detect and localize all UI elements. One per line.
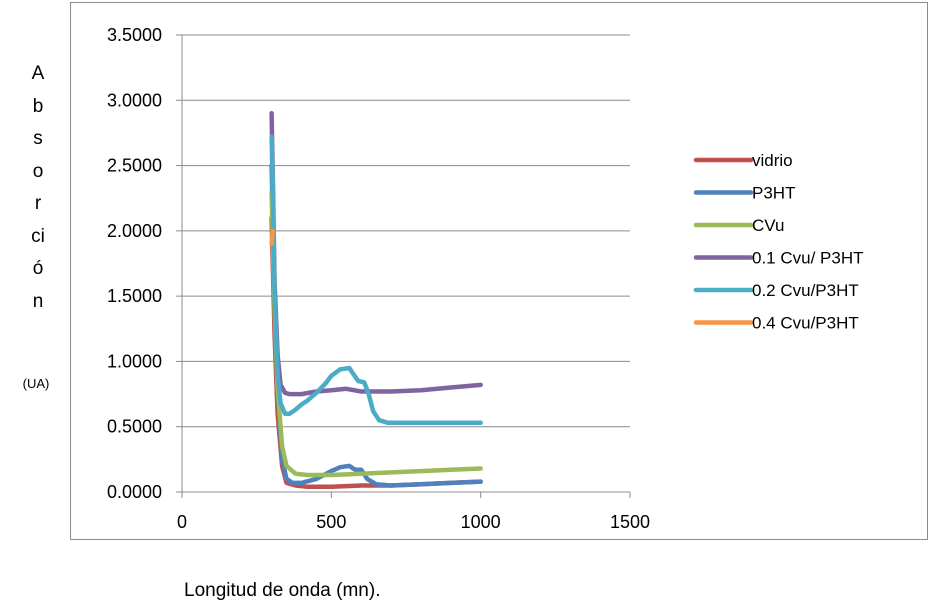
y-axis-label-part: s — [33, 128, 43, 149]
y-tick-labels: 0.0000 0.5000 1.0000 1.5000 2.0000 2.5000 3.00… — [107, 25, 162, 502]
legend-label-5: 0.4 Cvu/P3HT — [752, 314, 859, 333]
legend-label-4: 0.2 Cvu/P3HT — [752, 281, 859, 300]
y-tick-label: 2.5000 — [107, 156, 162, 176]
series-lines — [269, 111, 483, 490]
x-tick-label: 0 — [177, 512, 187, 532]
x-axis-label: Longitud de onda (mn). — [184, 580, 381, 601]
y-axis-label-part: n — [32, 290, 44, 312]
y-axis-label-part: A — [31, 63, 45, 84]
series-line-1 — [269, 163, 483, 488]
x-tick-labels: 0 500 1000 1500 — [177, 512, 650, 532]
series-line-3 — [269, 111, 483, 397]
y-axis-unit: (UA) — [22, 376, 50, 391]
series-line-5 — [269, 228, 276, 247]
y-tick-label: 1.5000 — [107, 286, 162, 306]
legend-label-1: P3HT — [752, 184, 795, 203]
axes — [176, 34, 631, 498]
y-tick-label: 3.0000 — [107, 90, 162, 110]
y-tick-label: 3.5000 — [107, 25, 162, 45]
x-tick-label: 1000 — [461, 512, 501, 532]
y-tick-label: 1.0000 — [107, 351, 162, 371]
series-line-0 — [269, 215, 483, 490]
y-axis-label-part: ci — [31, 225, 45, 247]
legend-label-3: 0.1 Cvu/ P3HT — [752, 249, 864, 268]
gridlines — [182, 34, 630, 428]
y-tick-label: 0.0000 — [107, 482, 162, 502]
y-axis-label-part: r — [34, 193, 42, 214]
chart-frame — [70, 2, 928, 540]
x-tick-label: 500 — [316, 512, 346, 532]
x-tick-label: 1500 — [610, 512, 650, 532]
series-line-2 — [269, 189, 483, 478]
y-tick-label: 2.0000 — [107, 221, 162, 241]
legend-label-0: vidrio — [752, 151, 793, 170]
y-axis-label-part: ó — [32, 258, 44, 279]
y-tick-label: 0.5000 — [107, 417, 162, 437]
series-line-4 — [269, 134, 483, 426]
y-axis-label-part: b — [32, 95, 44, 117]
y-axis-label-part: o — [32, 160, 44, 182]
legend-label-2: CVu — [752, 216, 784, 235]
legend: vidrio P3HT CVu 0.1 Cvu/ P3HT 0.2 Cvu/P3HT 0.… — [693, 151, 864, 333]
